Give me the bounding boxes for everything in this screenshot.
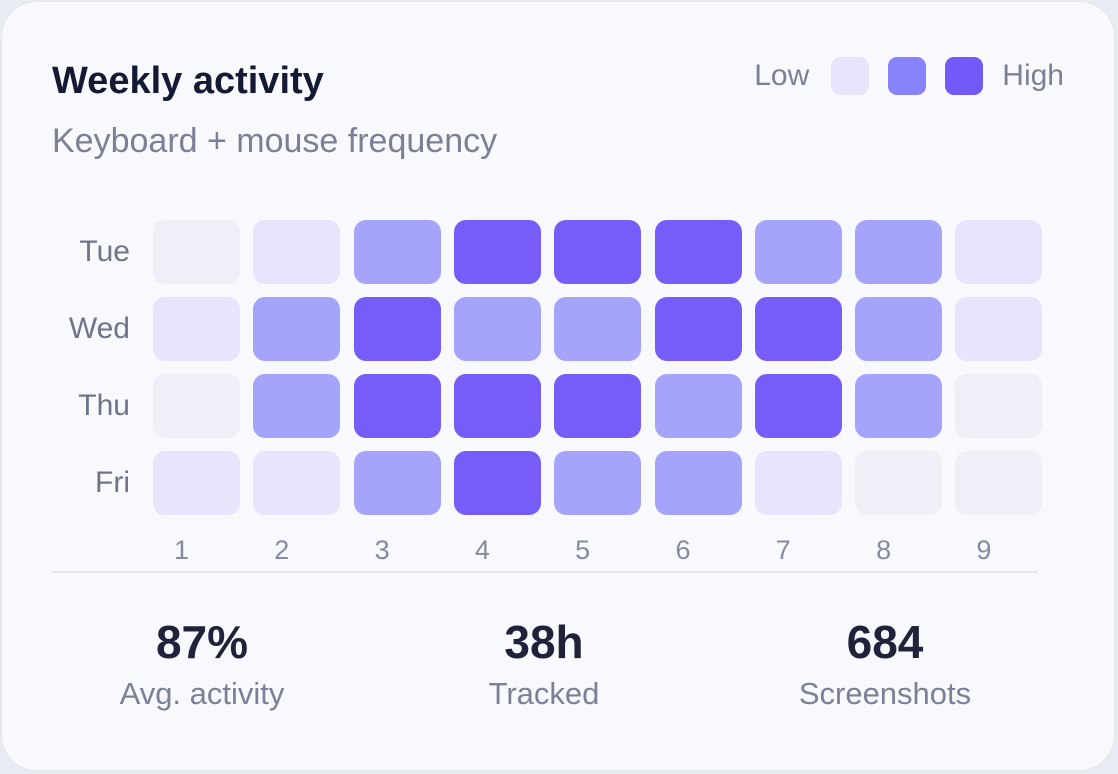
heatmap-cell-thu-9 <box>955 374 1043 438</box>
heatmap-cell-fri-5 <box>554 451 642 515</box>
heatmap-cell-thu-3 <box>353 374 441 438</box>
heatmap-cell-tue-9 <box>955 220 1043 284</box>
heatmap-cell-thu-4 <box>453 374 541 438</box>
heatmap-cell-tue-2 <box>253 220 341 284</box>
heatmap-cell-tue-4 <box>453 220 541 284</box>
heatmap-cell-tue-5 <box>554 220 642 284</box>
hour-label-7: 7 <box>775 535 791 565</box>
heatmap-cell-wed-2 <box>253 297 341 361</box>
heatmap-cell-wed-5 <box>554 297 642 361</box>
heatmap-cell-fri-8 <box>855 451 943 515</box>
heatmap-cell-fri-7 <box>754 451 842 515</box>
heatmap-cell-fri-1 <box>153 451 240 515</box>
heatmap-cell-tue-8 <box>855 220 943 284</box>
stat-value: 38h <box>504 616 584 668</box>
stat-value: 87% <box>155 616 249 668</box>
stat-label: Screenshots <box>798 676 972 711</box>
stat-label: Avg. activity <box>119 676 285 711</box>
divider <box>52 571 1038 573</box>
heatmap-cell-tue-6 <box>654 220 742 284</box>
heatmap-cell-thu-2 <box>253 374 341 438</box>
legend-low-label: Low <box>754 59 810 92</box>
hour-label-6: 6 <box>675 535 691 565</box>
heatmap-cell-wed-4 <box>453 297 541 361</box>
day-label-wed: Wed <box>68 312 130 345</box>
card-subtitle: Keyboard + mouse frequency <box>52 122 498 160</box>
stat-label: Tracked <box>488 676 600 711</box>
heatmap-cell-fri-6 <box>654 451 742 515</box>
legend-swatch-low <box>831 57 870 95</box>
heatmap-cell-wed-9 <box>955 297 1043 361</box>
legend: Low High <box>754 57 1064 95</box>
heatmap-cell-wed-6 <box>654 297 742 361</box>
heatmap-cell-thu-1 <box>153 374 240 438</box>
heatmap-cell-wed-1 <box>153 297 240 361</box>
heatmap-cell-fri-9 <box>955 451 1043 515</box>
stat-screenshots: 684 Screenshots <box>735 614 1035 712</box>
heatmap-cell-tue-1 <box>153 220 240 284</box>
hour-label-1: 1 <box>173 535 190 565</box>
heatmap-cell-wed-3 <box>353 297 441 361</box>
heatmap-cell-fri-2 <box>253 451 341 515</box>
stat-value: 684 <box>846 616 924 668</box>
heatmap-cell-wed-7 <box>754 297 842 361</box>
day-label-tue: Tue <box>79 235 130 268</box>
hour-label-4: 4 <box>474 535 490 565</box>
heatmap-cell-thu-7 <box>754 374 842 438</box>
hour-label-3: 3 <box>374 535 390 565</box>
heatmap-cell-tue-7 <box>754 220 842 284</box>
day-label-fri: Fri <box>95 466 130 499</box>
legend-swatch-high <box>945 57 984 95</box>
hour-label-9: 9 <box>976 535 992 565</box>
heatmap-cell-thu-5 <box>554 374 642 438</box>
stat-tracked: 38h Tracked <box>394 614 694 712</box>
heatmap-cell-fri-3 <box>353 451 441 515</box>
heatmap-cell-wed-8 <box>855 297 943 361</box>
heatmap-cell-tue-3 <box>353 220 441 284</box>
hour-label-8: 8 <box>876 535 892 565</box>
hour-label-2: 2 <box>274 535 290 565</box>
legend-swatch-mid <box>888 57 927 95</box>
heatmap-cell-thu-8 <box>855 374 943 438</box>
heatmap-cell-fri-4 <box>453 451 541 515</box>
legend-high-label: High <box>1002 59 1064 92</box>
day-label-thu: Thu <box>78 389 130 422</box>
card-title: Weekly activity <box>52 60 324 102</box>
stat-avg-activity: 87% Avg. activity <box>52 614 352 712</box>
heatmap-cell-thu-6 <box>654 374 742 438</box>
hour-label-5: 5 <box>575 535 591 565</box>
